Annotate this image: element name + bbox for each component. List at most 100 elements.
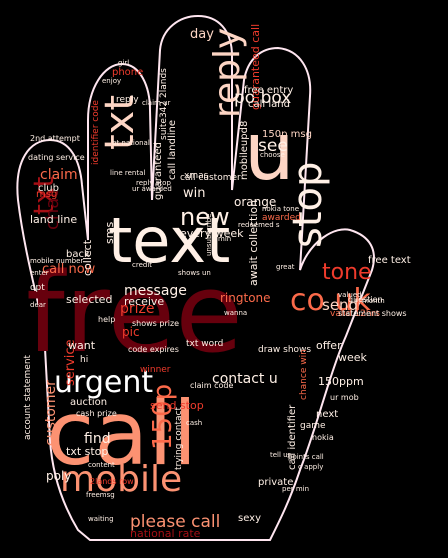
word-cloud-word: see: [258, 136, 288, 156]
word-cloud-word: call now: [42, 262, 96, 277]
word-cloud-word: claim ur: [142, 99, 171, 107]
word-cloud-word: mobileupd8: [239, 120, 250, 180]
word-cloud-word: phone: [112, 67, 144, 78]
word-cloud-word: line rental: [110, 169, 146, 177]
word-cloud-word: help: [98, 315, 116, 324]
word-cloud-word: poly: [46, 469, 72, 483]
word-cloud-word: want: [68, 339, 96, 352]
word-cloud-word: waiting: [88, 515, 114, 523]
word-cloud-word: cash prize: [76, 409, 117, 418]
word-cloud-word: selected: [66, 293, 113, 306]
word-cloud-word: new: [180, 203, 230, 231]
word-cloud-word: hi: [80, 355, 89, 365]
word-cloud-word: great: [276, 263, 295, 271]
word-cloud-word: cash: [186, 419, 203, 427]
word-cloud-word: guaranteed call: [249, 23, 262, 110]
word-cloud-word: c apply: [298, 463, 324, 471]
word-cloud-word: contact u: [212, 371, 278, 387]
word-cloud-word: msg: [36, 189, 58, 200]
word-cloud-word: month: [362, 297, 385, 305]
word-cloud-word: identifier code: [91, 100, 101, 165]
word-cloud-word: u: [244, 105, 295, 198]
word-cloud-word: sms: [103, 221, 116, 244]
word-cloud-word: draw shows: [258, 345, 312, 355]
word-cloud-word: game: [300, 421, 326, 431]
word-cloud-word: bt national: [112, 139, 150, 147]
word-cloud-word: unsubscribe: [205, 213, 213, 256]
word-cloud-word: opt: [30, 283, 45, 293]
word-cloud-word: freemsg: [86, 491, 115, 499]
word-cloud-word: week: [338, 351, 367, 364]
word-cloud-word: statement shows: [338, 309, 407, 318]
word-cloud-word: reply: [116, 95, 139, 105]
word-cloud-word: mobile number: [30, 257, 84, 265]
word-cloud-word: choose: [260, 151, 285, 159]
word-cloud-word: credit: [132, 261, 153, 269]
word-cloud-word: pic: [122, 325, 140, 339]
word-cloud-word: receive: [124, 295, 165, 308]
word-cloud-word: club: [38, 183, 59, 194]
word-cloud-word: find: [84, 431, 111, 447]
word-cloud-word: call customer: [180, 173, 241, 183]
word-cloud-word: text: [108, 204, 231, 277]
word-cloud-word: enjoy: [102, 77, 122, 85]
word-cloud-word: nokia: [312, 433, 334, 442]
hand-outline: [16, 14, 375, 541]
word-cloud-word: dear: [30, 301, 46, 309]
word-cloud-word: please call: [130, 512, 221, 532]
word-cloud-word: tell ur: [270, 451, 291, 459]
word-cloud-word: valid 12hrs: [330, 309, 380, 319]
word-cloud-word: co uk: [290, 283, 371, 318]
word-cloud-word: orange: [234, 195, 277, 209]
word-cloud-word: send: [322, 296, 359, 314]
word-cloud-word: tone: [322, 260, 372, 285]
word-cloud-word: await collection: [247, 199, 260, 286]
word-cloud-word: valued: [338, 291, 362, 299]
word-cloud-word: land line: [30, 213, 78, 226]
word-cloud-word: ur awarded: [132, 185, 172, 193]
word-cloud-word: message: [124, 283, 187, 299]
word-cloud-word: chance win: [299, 349, 309, 400]
word-cloud-word: content: [88, 461, 115, 469]
word-cloud-word: winner: [140, 365, 171, 375]
word-cloud-word: call: [46, 382, 198, 485]
word-cloud-word: 2lands row: [90, 477, 134, 486]
word-cloud-word: per min: [282, 485, 310, 493]
word-cloud-word: dating service: [28, 153, 85, 162]
word-cloud-word: day: [190, 27, 214, 42]
word-cloud-word: redeemed s: [238, 221, 280, 229]
word-cloud-word: offer: [316, 339, 342, 352]
word-cloud-word: call land: [248, 99, 290, 110]
word-cloud-word: private: [258, 477, 294, 488]
word-cloud-word: national rate: [130, 527, 201, 540]
word-cloud-word: girl: [118, 59, 130, 67]
word-cloud-word: customer: [43, 380, 59, 446]
word-cloud-word: ur mob: [330, 393, 359, 402]
word-cloud-word: account statement: [23, 354, 33, 440]
word-cloud-word: send stop: [150, 399, 204, 412]
word-cloud-word: wanna: [224, 309, 248, 317]
word-cloud-word: shows un: [178, 269, 211, 277]
word-cloud-word: ringtone: [220, 291, 271, 305]
word-cloud-word: every week: [180, 227, 244, 240]
word-cloud-word: win: [183, 186, 206, 201]
word-cloud-word: question: [348, 295, 383, 304]
word-cloud-word: sexy: [238, 513, 262, 524]
word-cloud-word: nokia tone: [262, 205, 300, 213]
word-cloud-word: claim code: [190, 381, 234, 390]
word-cloud-word: trying contact: [174, 406, 184, 470]
word-cloud-word: enter: [30, 269, 49, 277]
word-cloud-word: prize: [120, 301, 155, 317]
word-cloud-word: code expires: [128, 345, 179, 354]
word-cloud-word: awarded: [262, 213, 301, 223]
word-cloud-word: call landline: [167, 120, 178, 180]
word-cloud-word: claim: [40, 167, 78, 183]
word-cloud-word: txt word: [186, 339, 224, 349]
word-cloud-word: urgent: [54, 365, 154, 400]
word-cloud-word: 2nd attempt: [30, 134, 80, 143]
word-cloud-word: txt stop: [66, 445, 109, 458]
word-cloud-word: points call: [288, 453, 324, 461]
